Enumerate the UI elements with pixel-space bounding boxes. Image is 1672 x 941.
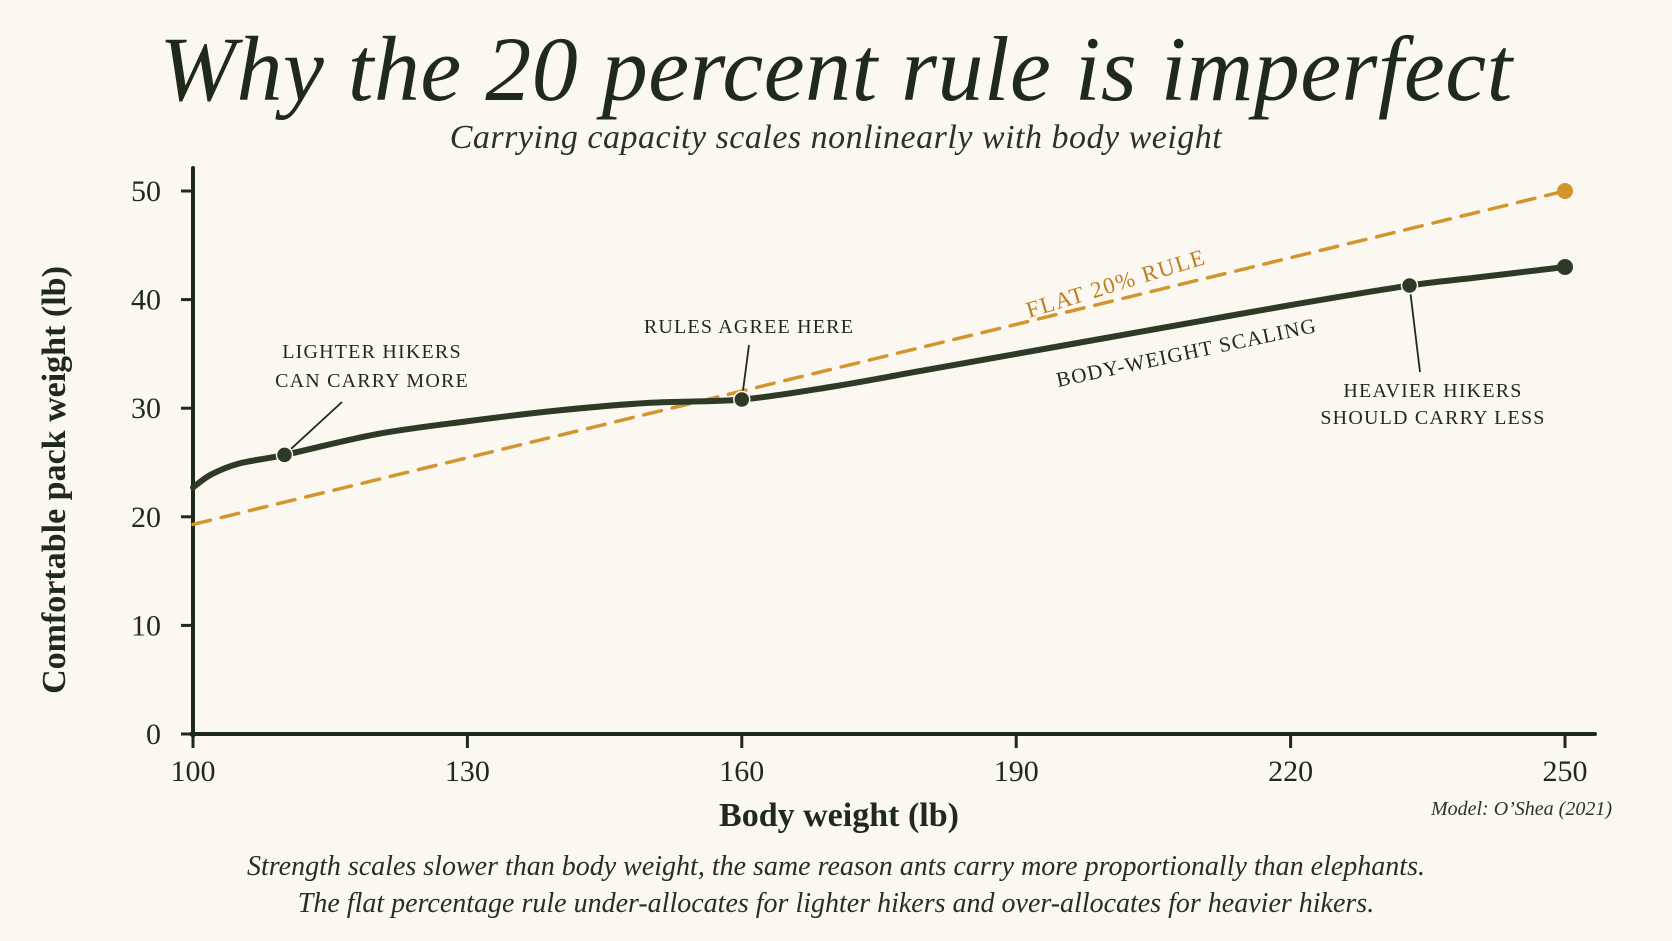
annotation-point (275, 446, 294, 464)
annotation-heavier-line2: SHOULD CARRY LESS (1320, 407, 1545, 429)
annotation-leader (742, 344, 750, 391)
series-lines (190, 183, 1573, 527)
annotation-lighter-line1: LIGHTER HIKERS (282, 341, 462, 363)
x-tick-label: 190 (994, 755, 1039, 788)
annotations (275, 276, 1421, 464)
source-note: Model: O’Shea (2021) (1430, 798, 1612, 820)
annotation-lighter-line2: CAN CARRY MORE (275, 370, 469, 392)
annotation-point (733, 390, 751, 409)
y-tick-label: 40 (131, 284, 161, 317)
body-weight-end-point (1557, 259, 1573, 276)
annotation-agree: RULES AGREE HERE (644, 316, 854, 338)
y-tick-label: 10 (131, 609, 161, 642)
annotation-heavier-line1: HEAVIER HIKERS (1343, 380, 1522, 402)
x-tick-label: 250 (1543, 755, 1588, 788)
caption-line-2: The flat percentage rule under-allocates… (297, 888, 1375, 919)
caption-line-1: Strength scales slower than body weight,… (247, 851, 1425, 882)
x-axis-title: Body weight (lb) (719, 797, 959, 834)
body-weight-scaling-line (190, 264, 1568, 491)
annotation-leader (290, 401, 343, 450)
flat-rule-end-point (1557, 183, 1573, 199)
annotation-point (1400, 276, 1419, 295)
y-tick-label: 50 (131, 175, 161, 208)
annotation-leader (1409, 294, 1421, 373)
axes (189, 166, 1597, 738)
x-tick-label: 160 (719, 755, 764, 788)
y-axis-title: Comfortable pack weight (lb) (36, 266, 73, 694)
x-tick-label: 100 (171, 755, 216, 788)
y-tick-label: 20 (131, 501, 161, 534)
x-ticks: 100 130 160 190 220 250 (171, 734, 1588, 788)
x-tick-label: 220 (1268, 755, 1313, 788)
y-ticks: 0 10 20 30 40 50 (131, 175, 193, 751)
y-tick-label: 0 (146, 718, 161, 751)
flat-rule-line (191, 189, 1567, 527)
x-tick-label: 130 (445, 755, 490, 788)
chart-title: Why the 20 percent rule is imperfect (159, 18, 1513, 120)
chart-subtitle: Carrying capacity scales nonlinearly wit… (449, 119, 1223, 156)
y-tick-label: 30 (131, 392, 161, 425)
